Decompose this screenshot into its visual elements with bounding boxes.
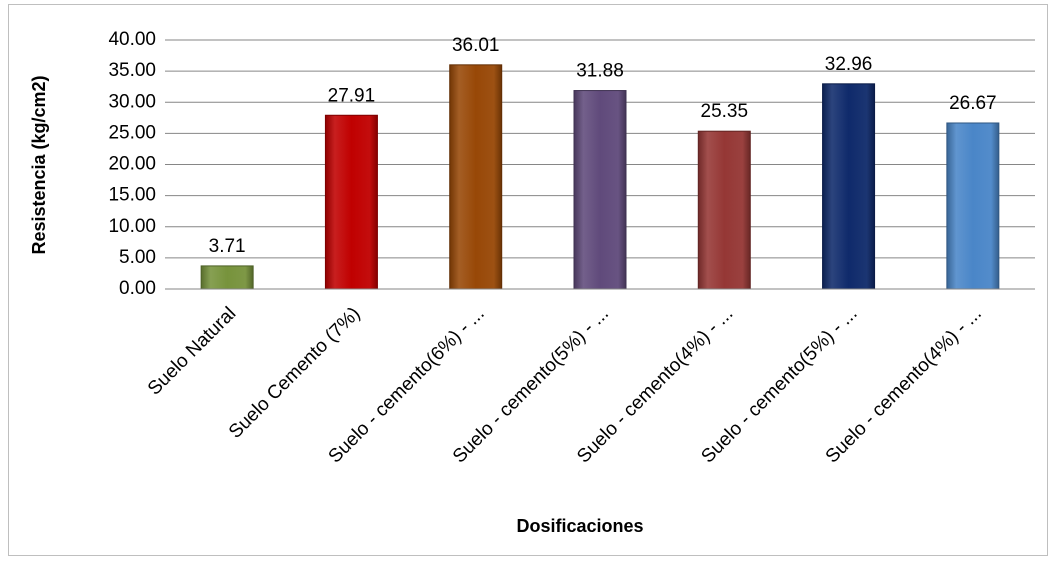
y-tick-label: 20.00 xyxy=(108,154,156,175)
data-label: 31.88 xyxy=(576,61,624,82)
y-tick-label: 5.00 xyxy=(119,247,156,268)
data-label: 27.91 xyxy=(328,85,376,106)
y-tick-label: 30.00 xyxy=(108,91,156,112)
data-label: 3.71 xyxy=(209,236,246,257)
data-label: 36.01 xyxy=(452,35,500,56)
y-tick-label: 0.00 xyxy=(119,278,156,299)
y-tick-label: 15.00 xyxy=(108,185,156,206)
bar xyxy=(324,114,378,290)
data-labels: 3.71 27.91 36.01 31.88 25.35 32.96 26.67 xyxy=(209,35,997,257)
bar xyxy=(822,83,876,290)
x-tick-label: Suelo Natural xyxy=(144,303,240,399)
bars xyxy=(200,64,1000,290)
bar xyxy=(697,130,751,290)
y-tick-label: 40.00 xyxy=(108,29,156,50)
y-axis-title: Resistencia (kg/cm2) xyxy=(29,75,49,254)
data-label: 26.67 xyxy=(949,93,997,114)
y-tick-label: 10.00 xyxy=(108,216,156,237)
data-label: 25.35 xyxy=(701,101,749,122)
y-tick-label: 25.00 xyxy=(108,122,156,143)
bar xyxy=(946,122,1000,290)
bar xyxy=(573,90,627,290)
y-tick-label: 35.00 xyxy=(108,60,156,81)
data-label: 32.96 xyxy=(825,54,873,75)
y-axis-ticks: 0.00 5.00 10.00 15.00 20.00 25.00 30.00 35.00 40… xyxy=(108,29,156,299)
bar xyxy=(449,64,503,290)
bar xyxy=(200,265,254,290)
x-axis-title: Dosificaciones xyxy=(516,516,643,536)
x-tick-label: Suelo Cemento (7%) xyxy=(225,303,365,443)
